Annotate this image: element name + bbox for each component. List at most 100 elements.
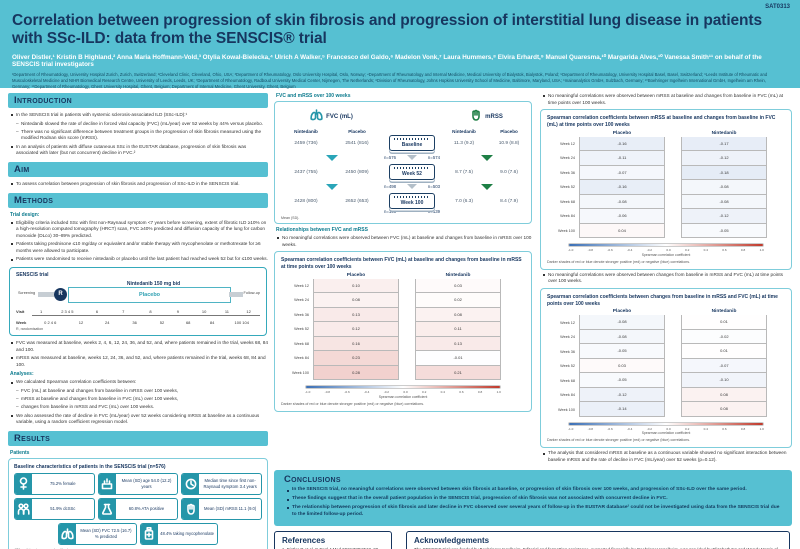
scale-tick: -1.0 xyxy=(568,426,574,431)
heatmap-table: Placebo Nintedanib Week 12 -0.08 0.01 Week 24… xyxy=(547,309,785,417)
heatmap-cell: 0.16 xyxy=(313,336,399,352)
baseline-cards-row: 75.2% female Mean (SD) age 54.0 (12.2) y… xyxy=(14,472,262,495)
heatmap-cell: -0.17 xyxy=(681,136,767,152)
lungs-icon xyxy=(310,108,323,126)
n-fvc: n=498 xyxy=(384,184,397,189)
section-aim-heading: Aim xyxy=(8,161,268,177)
series-name: Placebo xyxy=(612,130,632,136)
baseline-characteristics-box: Baseline characteristics of patients in … xyxy=(8,457,268,549)
scale-tick: 0.4 xyxy=(703,248,708,253)
heatmap-row: Week 52 0.03 -0.07 xyxy=(547,358,785,374)
scale-tick: -1.0 xyxy=(568,248,574,253)
n-fvc: n=576 xyxy=(384,155,397,160)
baseline-card: Median time since first non-Raynaud symp… xyxy=(181,472,262,495)
heatmap-cell: 0.08 xyxy=(415,307,501,323)
poster-id: SAT0313 xyxy=(765,4,790,10)
heatmap-table: Placebo Nintedanib Week 12 0.10 0.03 Week 24 0… xyxy=(281,273,525,381)
heatmap-cell: -0.07 xyxy=(579,165,665,181)
n-fvc: n=146 xyxy=(384,209,397,214)
acknowledgements-box: Acknowledgements The SENSCIS trial was f… xyxy=(406,530,790,549)
heatmap-cell: 0.01 xyxy=(681,344,767,359)
heatmap-cell: -0.05 xyxy=(579,344,665,359)
scale-tick: -0.8 xyxy=(324,390,331,395)
fvc-value: 2437 (755) xyxy=(294,169,318,175)
column-header: Nintedanib xyxy=(452,129,476,134)
heatmap-cell: 0.13 xyxy=(313,307,399,323)
baseline-card: 75.2% female xyxy=(14,472,95,495)
heatmap-cell: 0.02 xyxy=(415,293,501,308)
baseline-card: 60.8% ATA positive xyxy=(97,497,179,520)
nintedanib-arm-label: Nintedanib 150 mg bid xyxy=(126,281,181,288)
scale-tick: 1.0 xyxy=(496,390,501,395)
section-introduction-heading: Introduction xyxy=(8,93,268,108)
series-name: Nintedanib xyxy=(445,272,471,278)
color-scale-gradient xyxy=(305,385,501,390)
heatmap-cell: 0.08 xyxy=(681,387,767,403)
visit-tick: 6 xyxy=(95,309,99,315)
fvc-value: 2459 (736) xyxy=(294,140,318,146)
heatmap-cell: 0.03 xyxy=(579,358,665,374)
scale-tick: 0.6 xyxy=(722,426,727,431)
conclusions-heading: Conclusions xyxy=(284,474,341,486)
heatmap-cell: -0.02 xyxy=(681,329,767,345)
poster-title: Correlation between progression of skin … xyxy=(12,12,762,48)
heatmap-header: Placebo Nintedanib xyxy=(547,309,785,314)
week-row-label: Week 52 xyxy=(560,364,575,369)
heatmap-chart-3: Spearman correlation coefficients betwee… xyxy=(540,287,792,449)
week-tick: 36 xyxy=(132,320,137,326)
week-row-label: Week 52 xyxy=(560,185,575,190)
fvc-value: 2450 (809) xyxy=(345,169,369,175)
baseline-card-text: Median time since first non-Raynaud symp… xyxy=(203,478,257,489)
baseline-card: Mean (SD) age 54.0 (12.2) years xyxy=(97,472,179,495)
week-tick: 100 104 xyxy=(234,320,249,326)
n-mrss: n=503 xyxy=(427,184,440,189)
figure100-label: FVC and mRSS over 100 weeks xyxy=(276,93,351,99)
visit-tick: 8 xyxy=(149,309,152,315)
series-name: Placebo xyxy=(612,309,632,315)
fvc-value: 2652 (653) xyxy=(345,198,369,204)
baseline-card-text: Mean (SD) FVC 72.5 (16.7) % predicted xyxy=(80,528,132,539)
heatmap-row: Week 12 -0.16 -0.17 xyxy=(547,136,785,152)
timepoint-chip-week100: Week 100 xyxy=(389,193,435,209)
fvc-header: FVC (mL) xyxy=(281,107,382,128)
conclusions-box: Conclusions In the SENSCIS trial, no mea… xyxy=(274,470,792,526)
week-row-label: Week 100 xyxy=(291,370,309,375)
fvc-header-label: FVC (mL) xyxy=(326,114,353,120)
heatmap-row: Week 84 -0.06 -0.12 xyxy=(547,209,785,224)
chart-title: Spearman correlation coefficients betwee… xyxy=(281,257,522,270)
heatmap-cell: 0.23 xyxy=(313,351,399,366)
week-row-label: Week 68 xyxy=(294,341,309,346)
heatmap-cell: 0.08 xyxy=(313,293,399,308)
baseline-cards-row: 51.9% dcSSc 60.8% ATA positive Mean (SD)… xyxy=(14,497,262,520)
scale-tick: -0.2 xyxy=(646,426,653,431)
mrss-trend-arrow xyxy=(442,180,531,193)
mrss-value: 9.0 (7.6) xyxy=(500,169,518,175)
heatmap-cell: -0.05 xyxy=(579,373,665,388)
scale-tick: 0.8 xyxy=(477,390,483,395)
n-mrss: n=139 xyxy=(427,209,440,214)
heatmap-row: Week 24 -0.08 -0.02 xyxy=(547,329,785,345)
clock-icon xyxy=(182,473,200,494)
heatmap-cell: -0.10 xyxy=(681,373,767,388)
week-row-label: Week 12 xyxy=(294,283,309,288)
intro-sub-bullet: There was no significant difference betw… xyxy=(8,129,268,142)
mrss-header: mRSS xyxy=(442,107,531,128)
authors-line: Oliver Distler,¹ Kristin B Highland,² An… xyxy=(12,53,762,68)
scale-caption: Spearman correlation coefficient xyxy=(378,394,428,399)
placebo-arm-label: Placebo xyxy=(138,292,161,299)
visit-row: Visit 1 2 3 4 5 6 7 8 9 10 11 12 xyxy=(16,309,260,314)
heatmap-cell: 0.04 xyxy=(579,223,665,239)
n-mrss: n=574 xyxy=(427,155,440,160)
scale-tick: -0.4 xyxy=(364,390,370,395)
column-header: Placebo xyxy=(500,129,518,134)
baseline-card-text: 75.2% female xyxy=(50,481,76,487)
n-row: n=576 n=574 xyxy=(383,155,441,160)
heatmap-cell: 0.28 xyxy=(313,365,399,381)
methods-bullet: FVC was measured at baseline, weeks 2, 4… xyxy=(8,340,268,353)
fvc-trend-arrow xyxy=(281,151,382,164)
n-row: n=146 n=139 xyxy=(383,209,441,214)
week-row-label: Week 100 xyxy=(557,407,575,412)
trial-design-figure: SENSCIS trial Screening R Nintedanib 150… xyxy=(9,267,267,337)
scale-ticks: -1.0 -0.8 -0.6 -0.4 -0.2 0.0 0.2 0.4 0.6 0.8 1.0 xyxy=(568,248,764,252)
scale-tick: 0.4 xyxy=(440,390,445,395)
